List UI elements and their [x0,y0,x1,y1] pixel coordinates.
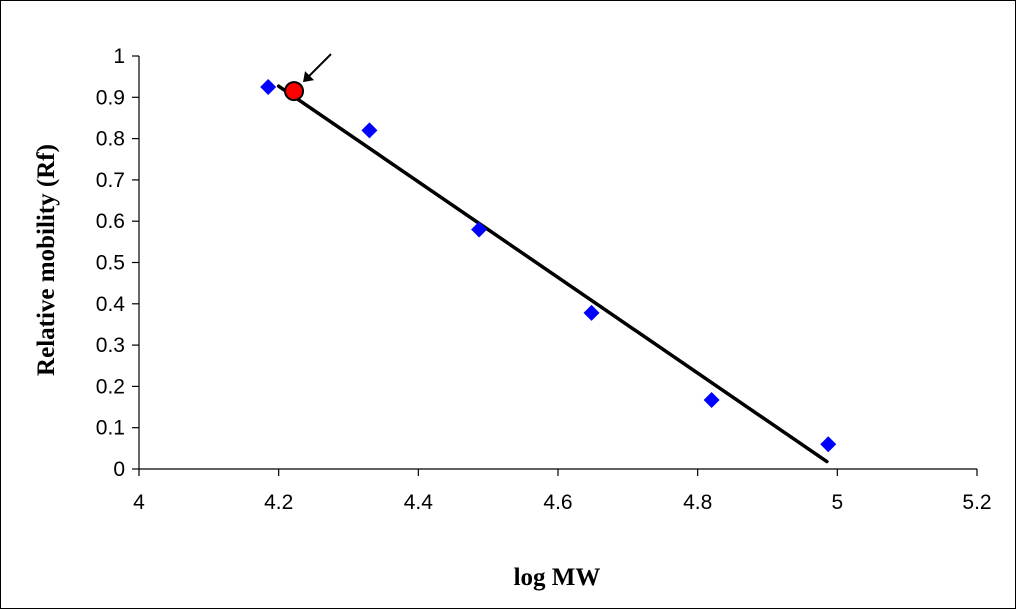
y-tick-label: 0.3 [96,334,125,357]
data-point-diamond [583,304,600,321]
y-tick-labels: 0 0.1 0.2 0.3 0.4 0.5 0.6 0.7 0.8 0.9 1 [96,45,126,481]
y-tick-label: 1 [113,45,125,68]
x-tick-label: 4.4 [404,491,434,514]
x-tick-label: 4.2 [264,491,293,514]
data-point-diamond [703,392,720,409]
y-tick-label: 0.4 [96,293,126,316]
y-tick-label: 0.1 [96,417,125,440]
x-tick-label: 4 [133,491,145,514]
y-tick-label: 0.7 [96,169,125,192]
y-tick-label: 0.8 [96,128,125,151]
data-point-highlight [284,81,305,102]
x-axis-title: log MW [514,564,601,591]
data-point-diamond [260,78,277,95]
arrow-shaft [306,53,332,79]
y-tick-label: 0.6 [96,210,125,233]
x-tick-label: 4.8 [683,491,712,514]
x-tick-label: 5 [831,491,843,514]
x-tick-labels: 4 4.2 4.4 4.6 4.8 5 5.2 [133,491,991,514]
x-tick-label: 5.2 [962,491,991,514]
axes [132,55,978,476]
data-points [260,78,837,453]
data-point-diamond [361,122,378,139]
annotations [303,53,332,83]
x-tick-label: 4.6 [543,491,572,514]
data-point-diamond [820,436,837,453]
y-tick-label: 0.9 [96,86,125,109]
trendline-group [276,84,829,464]
trendline [276,84,829,464]
y-tick-label: 0.2 [96,375,125,398]
y-tick-label: 0 [113,458,125,481]
y-tick-label: 0.5 [96,252,125,275]
arrow-head [303,71,315,83]
y-axis-title: Relative mobility (Rf) [33,144,60,376]
data-point-diamond [471,221,488,238]
